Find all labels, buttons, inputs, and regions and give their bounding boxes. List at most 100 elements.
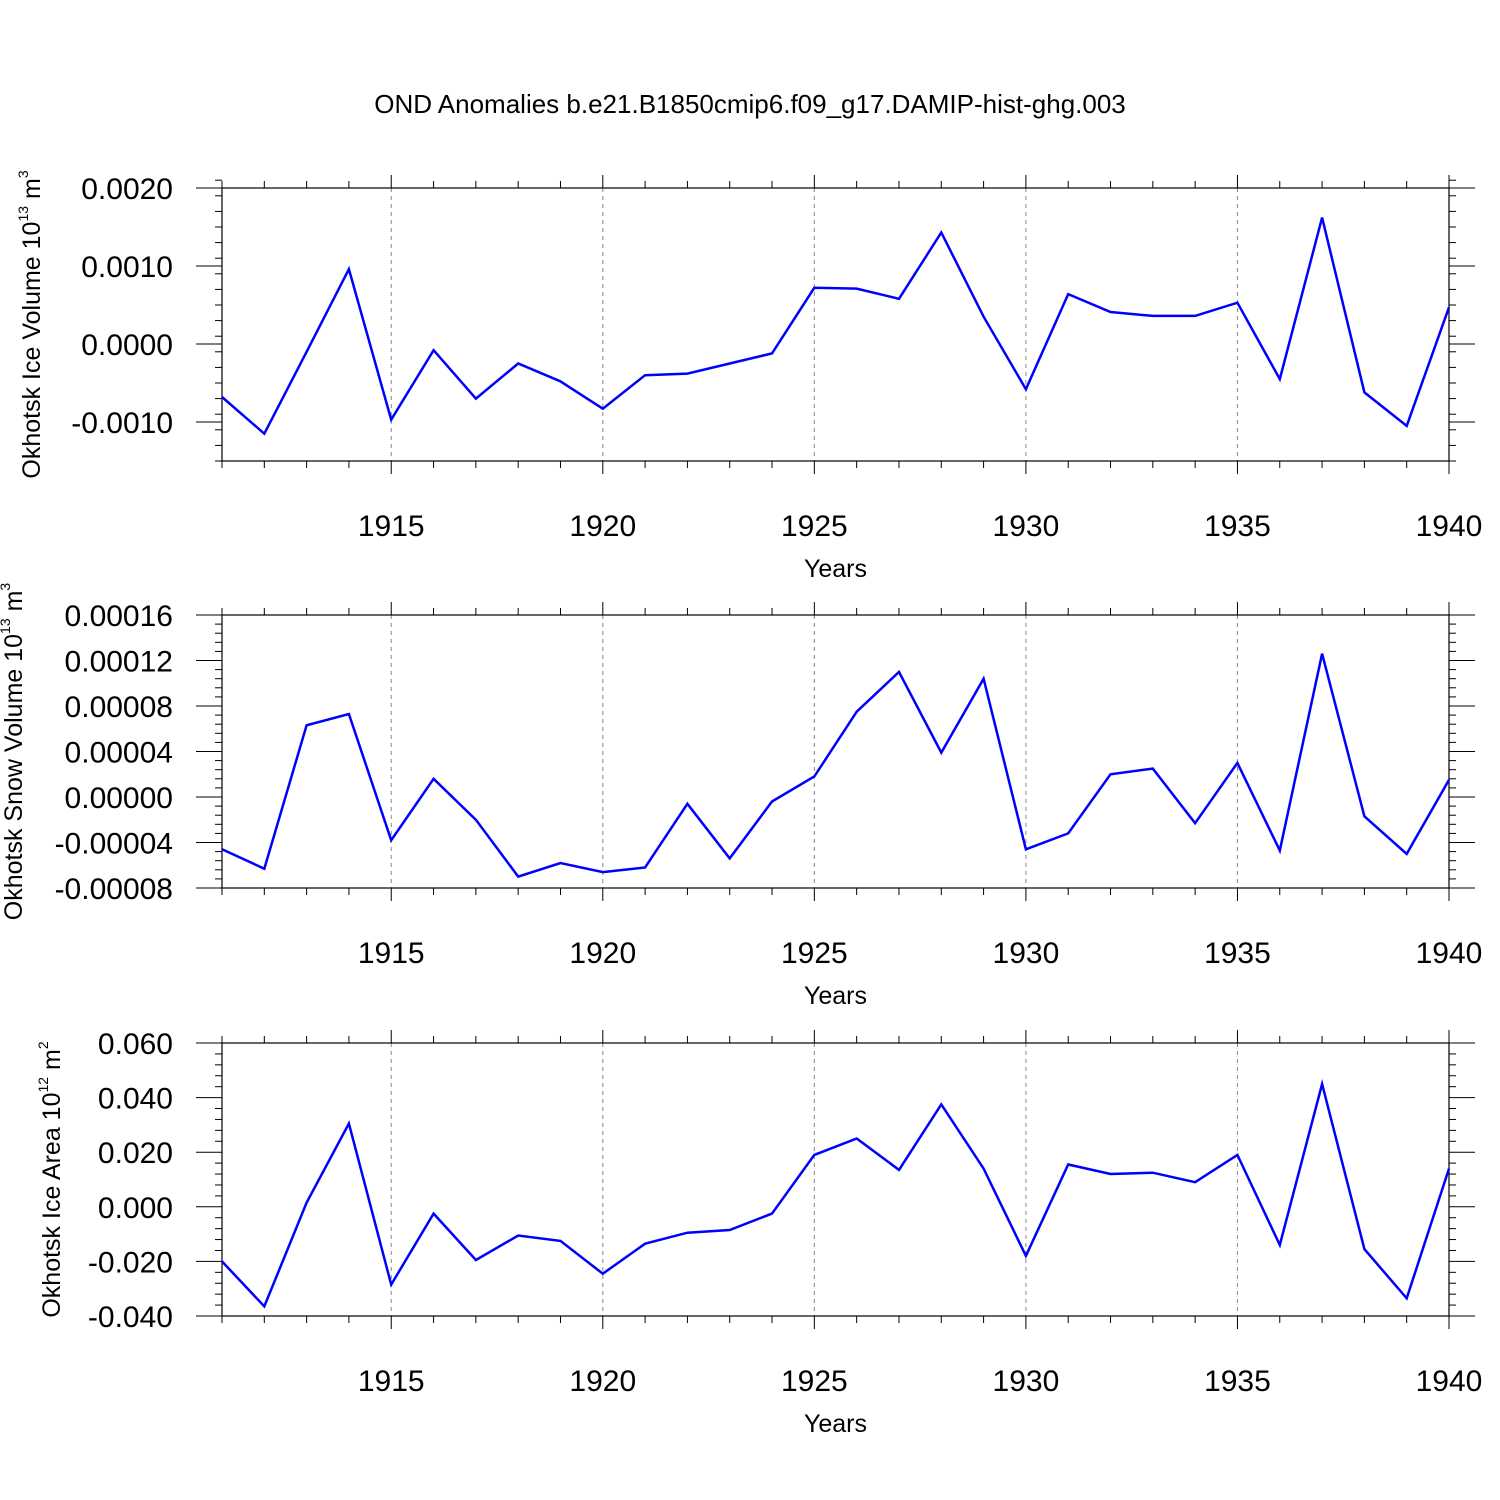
- x-tick-label: 1930: [993, 937, 1060, 970]
- data-point: [601, 1272, 605, 1276]
- data-point: [685, 372, 689, 376]
- data-point: [1151, 314, 1155, 318]
- data-point: [770, 800, 774, 804]
- data-point: [643, 373, 647, 377]
- data-point: [770, 351, 774, 355]
- data-point: [1405, 1296, 1409, 1300]
- y-tick-label: 0.0010: [81, 251, 173, 284]
- x-tick-label: 1940: [1416, 937, 1483, 970]
- data-point: [389, 838, 393, 842]
- data-point: [1320, 652, 1324, 656]
- y-tick-label: -0.00008: [55, 873, 173, 906]
- x-tick-label: 1935: [1204, 1365, 1271, 1398]
- data-point: [1109, 1172, 1113, 1176]
- data-point: [220, 1259, 224, 1263]
- y-tick-label: -0.040: [88, 1301, 173, 1334]
- series-line: [221, 1079, 1451, 1309]
- x-tick-label: 1930: [993, 1365, 1060, 1398]
- data-point: [1235, 1153, 1239, 1157]
- data-point: [558, 1239, 562, 1243]
- data-point: [474, 818, 478, 822]
- data-point: [601, 407, 605, 411]
- x-tick-label: 1915: [358, 1365, 425, 1398]
- data-point: [262, 867, 266, 871]
- y-tick-label: 0.00012: [65, 646, 173, 679]
- x-tick-label: 1925: [781, 937, 848, 970]
- y-tick-label: 0.00000: [65, 782, 173, 815]
- data-point: [1066, 1162, 1070, 1166]
- data-point: [982, 1167, 986, 1171]
- data-point: [939, 1102, 943, 1106]
- x-tick-label: 1915: [358, 510, 425, 543]
- data-point: [1235, 301, 1239, 305]
- data-point: [516, 1233, 520, 1237]
- data-point: [855, 287, 859, 291]
- data-point: [982, 315, 986, 319]
- data-point: [305, 350, 309, 354]
- y-tick-label: 0.0000: [81, 329, 173, 362]
- data-point: [855, 1137, 859, 1141]
- plot-frame: [221, 1042, 1450, 1317]
- data-point: [474, 1258, 478, 1262]
- plot-frame: [221, 187, 1450, 462]
- data-point: [897, 1168, 901, 1172]
- y-axis-label: Okhotsk Snow Volume 1013 m3: [0, 583, 28, 921]
- data-point: [262, 432, 266, 436]
- data-point: [1193, 821, 1197, 825]
- x-tick-label: 1920: [569, 937, 636, 970]
- data-point: [558, 861, 562, 865]
- y-tick-label: 0.060: [98, 1028, 173, 1061]
- x-tick-label: 1920: [569, 1365, 636, 1398]
- data-point: [262, 1304, 266, 1308]
- data-point: [1320, 216, 1324, 220]
- y-tick-label: 0.00008: [65, 691, 173, 724]
- data-point: [220, 847, 224, 851]
- y-tick-label: -0.020: [88, 1246, 173, 1279]
- x-tick-label: 1940: [1416, 510, 1483, 543]
- data-point: [1024, 387, 1028, 391]
- data-point: [474, 397, 478, 401]
- plot-frame: [221, 614, 1450, 889]
- y-tick-label: 0.00004: [65, 737, 173, 770]
- y-tick-label: 0.0020: [81, 173, 173, 206]
- x-tick-label: 1915: [358, 937, 425, 970]
- data-point: [855, 710, 859, 714]
- y-tick-label: 0.00016: [65, 600, 173, 633]
- y-tick-label: 0.000: [98, 1192, 173, 1225]
- data-point: [1109, 772, 1113, 776]
- panel-snow-volume: -0.00008 -0.00004 0.00000 0.00004 0.00008 0.0…: [0, 583, 1482, 1010]
- data-point: [1151, 767, 1155, 771]
- data-point: [728, 362, 732, 366]
- data-point: [1278, 377, 1282, 381]
- data-point: [685, 1231, 689, 1235]
- y-axis-label: Okhotsk Ice Area 1012 m2: [35, 1041, 66, 1317]
- data-point: [1278, 1243, 1282, 1247]
- x-tick-label: 1925: [781, 510, 848, 543]
- y-tick-label: 0.020: [98, 1137, 173, 1170]
- data-point: [897, 297, 901, 301]
- data-point: [1447, 305, 1451, 309]
- data-point: [1447, 778, 1451, 782]
- data-point: [1109, 310, 1113, 314]
- x-axis-label: Years: [804, 1410, 867, 1438]
- data-point: [939, 751, 943, 755]
- data-point: [347, 267, 351, 271]
- x-tick-label: 1925: [781, 1365, 848, 1398]
- panel-ice-volume: -0.0010 0.0000 0.0010 0.0020 1915 1920 1925 193…: [15, 170, 1482, 583]
- data-point: [601, 870, 605, 874]
- y-axis-label: Okhotsk Ice Volume 1013 m3: [15, 170, 46, 478]
- data-point: [812, 286, 816, 290]
- chart-title: OND Anomalies b.e21.B1850cmip6.f09_g17.D…: [374, 89, 1126, 119]
- series-line: [221, 653, 1451, 879]
- data-point: [685, 802, 689, 806]
- data-point: [1151, 1171, 1155, 1175]
- data-point: [1362, 1247, 1366, 1251]
- data-point: [1066, 292, 1070, 296]
- data-point: [897, 670, 901, 674]
- data-point: [305, 1201, 309, 1205]
- x-tick-label: 1935: [1204, 510, 1271, 543]
- panels: -0.0010 0.0000 0.0010 0.0020 1915 1920 1925 193…: [0, 170, 1482, 1438]
- x-axis-label: Years: [804, 982, 867, 1010]
- data-point: [1235, 761, 1239, 765]
